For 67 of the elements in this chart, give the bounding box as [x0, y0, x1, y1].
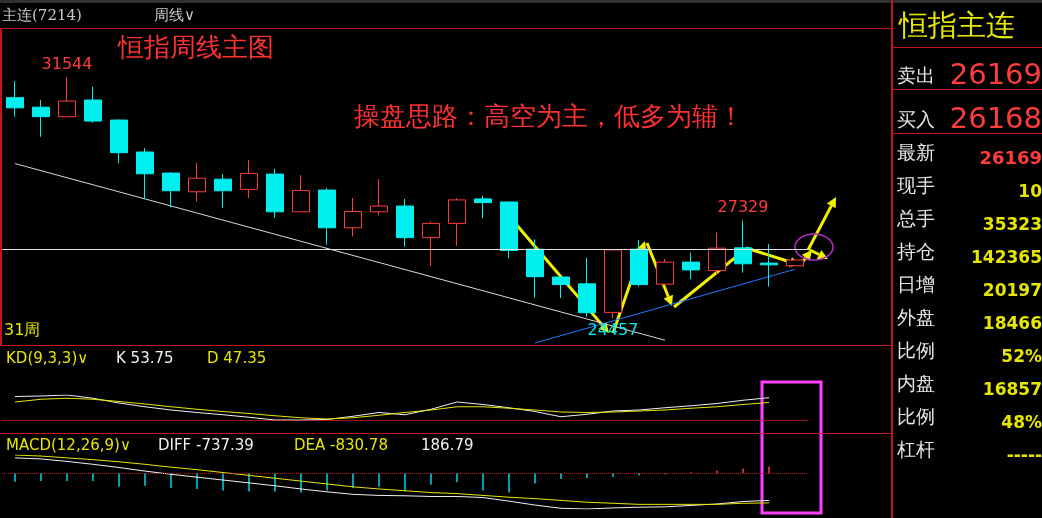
- series-label: DIFF -737.39: [158, 435, 254, 454]
- candlestick: [6, 80, 24, 118]
- candlestick: [110, 118, 128, 164]
- text: 142365: [971, 247, 1042, 267]
- text: 现手: [897, 173, 935, 198]
- text: 买入: [897, 107, 935, 132]
- text: 周线∨: [154, 6, 195, 25]
- candlestick: [422, 220, 440, 267]
- candlestick: [500, 201, 518, 259]
- text: 主连(7214): [2, 6, 82, 25]
- text: K 53.75: [116, 348, 174, 367]
- text: 卖出: [897, 63, 935, 88]
- chart-title: 恒指周线主图: [117, 32, 274, 62]
- text: 52%: [1001, 346, 1042, 366]
- text: 48%: [1001, 412, 1042, 432]
- annotation: 操盘思路：高空为主，低多为辅！: [354, 101, 744, 131]
- text: 杠杆: [897, 437, 935, 462]
- candlestick: [214, 173, 232, 209]
- text: 10: [1018, 181, 1042, 201]
- text: 35323: [982, 214, 1042, 234]
- candlestick: [708, 232, 726, 275]
- candlestick: [526, 238, 544, 299]
- text: 26169: [949, 57, 1042, 91]
- annotation: 31544: [41, 53, 93, 73]
- candlestick: [656, 258, 674, 285]
- candlestick: [266, 168, 284, 219]
- text: 26169: [979, 147, 1042, 168]
- text: 日增: [897, 272, 935, 297]
- chart-title: KD(9,3,3)∨: [6, 348, 89, 367]
- series-label: DEA -830.78: [294, 435, 388, 454]
- text: 26168: [949, 101, 1042, 135]
- candlestick: [188, 162, 206, 203]
- text: 恒指主连: [899, 7, 1015, 44]
- candlestick: [682, 252, 700, 280]
- text: 总手: [897, 206, 935, 231]
- text: 18466: [982, 313, 1042, 333]
- candlestick: [136, 147, 154, 200]
- candlestick: [32, 99, 50, 138]
- candlestick: [240, 159, 258, 199]
- candlestick: [760, 243, 778, 288]
- text: 20197: [982, 280, 1042, 300]
- candlestick: [578, 257, 596, 318]
- candlestick: [318, 187, 336, 246]
- chart-title: MACD(12,26,9)∨: [6, 435, 131, 454]
- candlestick: [370, 178, 388, 216]
- text: 比例: [897, 404, 935, 429]
- candlestick: [292, 174, 310, 213]
- text: 16857: [982, 379, 1042, 399]
- candlestick: [396, 198, 414, 248]
- text: 最新: [897, 140, 935, 165]
- text: D 47.35: [207, 348, 267, 367]
- text: 比例: [897, 338, 935, 363]
- candlestick: [58, 76, 76, 118]
- text: 外盘: [897, 305, 935, 330]
- text: 内盘: [897, 371, 935, 396]
- annotation: 27329: [717, 196, 769, 216]
- candlestick: [84, 86, 102, 124]
- annotation: 31周: [4, 319, 41, 339]
- candlestick: [344, 197, 362, 238]
- text: -----: [1006, 445, 1042, 465]
- text: 186.79: [421, 435, 474, 454]
- candlestick: [604, 249, 622, 319]
- candlestick: [162, 171, 180, 208]
- candlestick: [474, 195, 492, 219]
- text: 持仓: [897, 239, 935, 264]
- candlestick: [552, 276, 570, 299]
- candlestick: [448, 197, 466, 247]
